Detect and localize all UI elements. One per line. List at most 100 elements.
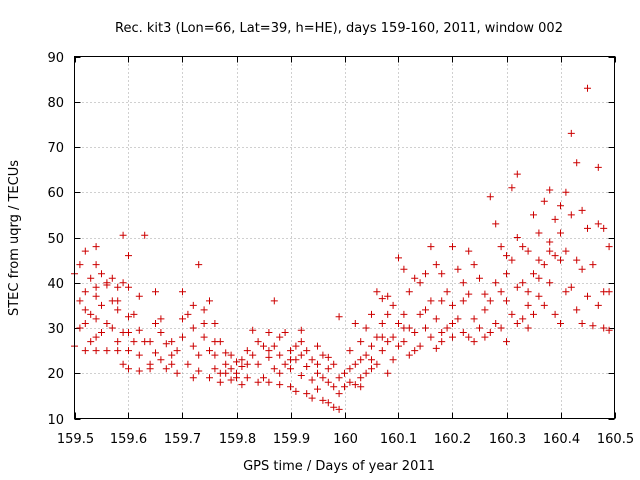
- data-point: [314, 360, 321, 368]
- data-point: [130, 310, 138, 318]
- data-point: [470, 315, 478, 323]
- data-point: [162, 365, 170, 373]
- data-point: [324, 378, 332, 386]
- x-tick-label: 160: [333, 432, 358, 447]
- data-point: [551, 252, 559, 260]
- y-tick-label: 60: [47, 186, 64, 201]
- data-point: [222, 369, 230, 377]
- data-point: [76, 261, 84, 269]
- data-point: [233, 374, 240, 382]
- data-point: [92, 243, 100, 251]
- data-point: [405, 288, 413, 296]
- data-point: [341, 383, 348, 391]
- y-tick-label: 50: [47, 232, 64, 247]
- data-point: [276, 333, 284, 341]
- data-point: [125, 365, 132, 373]
- data-point: [578, 320, 586, 327]
- data-point: [92, 261, 100, 269]
- data-point: [92, 283, 100, 291]
- data-point: [449, 301, 456, 309]
- data-point: [168, 338, 176, 346]
- data-point: [368, 365, 375, 373]
- data-point: [146, 338, 154, 346]
- data-point: [449, 243, 456, 251]
- data-point: [400, 338, 408, 346]
- data-point: [200, 306, 208, 314]
- x-tick-label: 160.5: [597, 432, 634, 447]
- data-point: [157, 315, 165, 323]
- data-point: [530, 310, 537, 318]
- data-point: [481, 333, 489, 341]
- data-point: [449, 333, 456, 341]
- data-point: [211, 320, 219, 327]
- data-point: [503, 252, 510, 260]
- data-point: [465, 290, 473, 298]
- data-point: [114, 283, 122, 291]
- data-point: [368, 310, 375, 318]
- data-point: [557, 202, 564, 210]
- data-point: [103, 279, 111, 287]
- data-point: [76, 324, 84, 332]
- data-point: [81, 306, 89, 314]
- data-point: [195, 351, 203, 359]
- data-point: [200, 320, 208, 327]
- data-point: [384, 310, 392, 318]
- x-tick-label: 160.1: [380, 432, 417, 447]
- data-point: [395, 342, 402, 350]
- data-point: [427, 243, 435, 251]
- data-point: [141, 231, 149, 239]
- data-point: [524, 324, 532, 332]
- data-point: [125, 283, 132, 291]
- y-tick-label: 20: [47, 367, 64, 382]
- data-point: [227, 365, 235, 373]
- data-point: [281, 360, 289, 368]
- data-point: [378, 295, 386, 303]
- data-point: [243, 374, 251, 382]
- data-point: [119, 279, 127, 287]
- data-point: [216, 378, 224, 386]
- data-point: [432, 315, 440, 323]
- data-point: [168, 351, 176, 359]
- data-point: [524, 288, 532, 296]
- x-tick-label: 159.9: [273, 432, 310, 447]
- data-point: [540, 197, 548, 205]
- data-point: [125, 329, 132, 336]
- data-point: [573, 306, 581, 314]
- data-point: [519, 315, 527, 323]
- data-point: [92, 315, 100, 323]
- data-point: [98, 329, 105, 336]
- data-point: [422, 270, 429, 278]
- data-point: [497, 288, 505, 296]
- data-point: [416, 342, 424, 350]
- data-point: [287, 347, 294, 355]
- data-point: [459, 279, 467, 287]
- data-point: [459, 329, 467, 336]
- grid-lines: [74, 56, 615, 419]
- data-point: [195, 367, 203, 375]
- data-point: [81, 320, 89, 327]
- data-point: [222, 360, 230, 368]
- data-point: [357, 356, 365, 364]
- data-point: [152, 288, 159, 296]
- data-point: [179, 333, 186, 341]
- data-point: [335, 405, 343, 413]
- data-point: [389, 301, 397, 309]
- data-point: [368, 342, 375, 350]
- data-point: [276, 381, 284, 389]
- data-point: [400, 324, 408, 332]
- data-point: [454, 265, 462, 273]
- data-point: [92, 333, 100, 341]
- data-point: [125, 252, 132, 260]
- data-point: [551, 310, 559, 318]
- data-point: [222, 349, 230, 357]
- data-point: [135, 292, 143, 300]
- data-point: [341, 369, 348, 377]
- data-point: [81, 347, 89, 355]
- data-point: [362, 324, 370, 332]
- data-point: [594, 163, 602, 171]
- data-point: [470, 338, 478, 346]
- data-point: [578, 265, 586, 273]
- data-point: [227, 376, 235, 384]
- data-point: [351, 360, 359, 368]
- data-point: [297, 351, 305, 359]
